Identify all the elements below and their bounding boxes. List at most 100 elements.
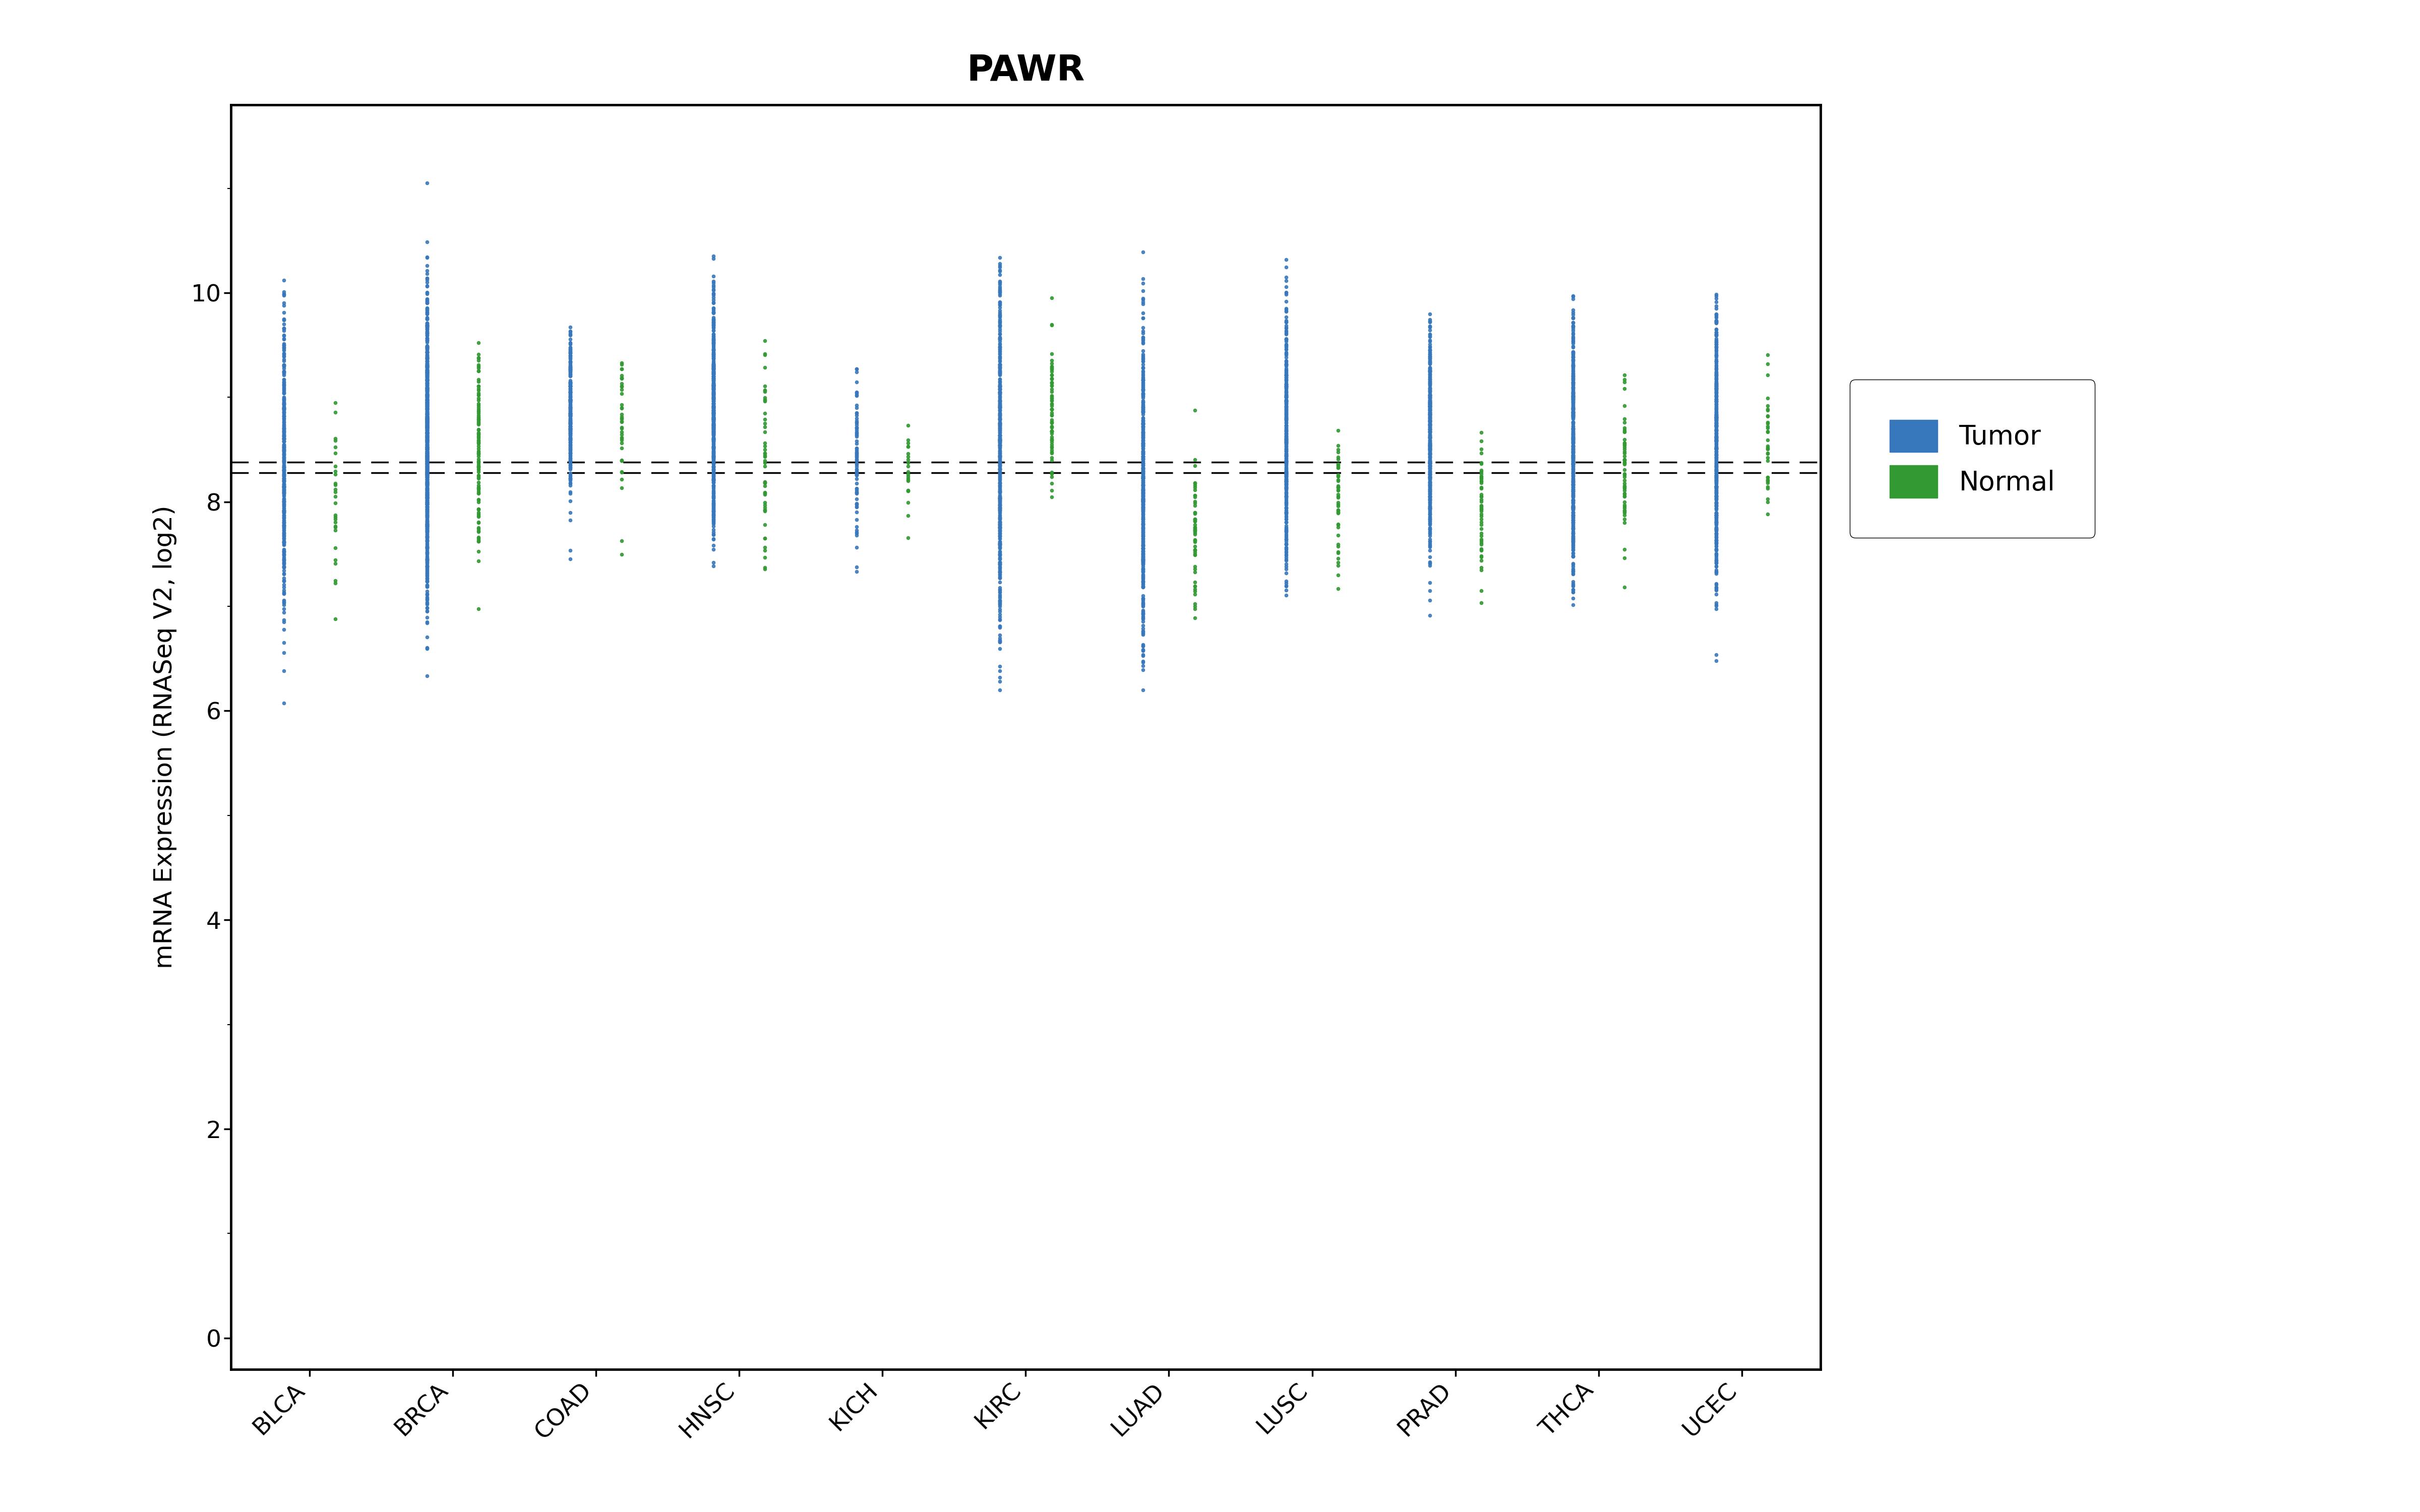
- Point: [1268, 375, 1307, 399]
- Point: [407, 357, 445, 381]
- Point: [407, 460, 445, 484]
- Point: [695, 399, 733, 423]
- Point: [980, 499, 1019, 523]
- Point: [1411, 393, 1450, 417]
- Point: [837, 396, 876, 420]
- Point: [1268, 464, 1307, 488]
- Point: [407, 513, 445, 537]
- Point: [264, 396, 302, 420]
- Point: [552, 429, 590, 454]
- Point: [1268, 337, 1307, 361]
- Point: [1411, 399, 1450, 423]
- Point: [1123, 460, 1162, 484]
- Point: [1031, 286, 1070, 310]
- Point: [264, 454, 302, 478]
- Point: [1696, 318, 1735, 342]
- Point: [695, 416, 733, 440]
- Point: [1123, 488, 1162, 513]
- Point: [1696, 496, 1735, 520]
- Point: [1176, 538, 1215, 562]
- Point: [1319, 475, 1358, 499]
- Point: [1268, 407, 1307, 431]
- Point: [407, 529, 445, 553]
- Point: [407, 408, 445, 432]
- Point: [407, 454, 445, 478]
- Point: [1696, 381, 1735, 405]
- Point: [695, 401, 733, 425]
- Point: [695, 422, 733, 446]
- Point: [695, 420, 733, 445]
- Point: [1268, 361, 1307, 386]
- Point: [1747, 416, 1786, 440]
- Point: [1123, 529, 1162, 553]
- Point: [1268, 500, 1307, 525]
- Point: [552, 336, 590, 360]
- Point: [1554, 537, 1592, 561]
- Point: [264, 283, 302, 307]
- Point: [264, 445, 302, 469]
- Point: [1696, 366, 1735, 390]
- Point: [1696, 532, 1735, 556]
- Point: [695, 299, 733, 324]
- Point: [980, 457, 1019, 481]
- Point: [407, 519, 445, 543]
- Point: [552, 402, 590, 426]
- Point: [1411, 390, 1450, 414]
- Point: [1696, 399, 1735, 423]
- Point: [980, 380, 1019, 404]
- Point: [407, 420, 445, 445]
- Point: [695, 437, 733, 461]
- Point: [603, 402, 641, 426]
- Point: [1554, 461, 1592, 485]
- Point: [264, 511, 302, 535]
- Point: [695, 499, 733, 523]
- Point: [552, 357, 590, 381]
- Point: [1604, 448, 1643, 472]
- Point: [1696, 419, 1735, 443]
- Point: [980, 380, 1019, 404]
- Point: [552, 355, 590, 380]
- Point: [1696, 390, 1735, 414]
- Point: [264, 410, 302, 434]
- Point: [1411, 417, 1450, 442]
- Point: [264, 507, 302, 531]
- Point: [1123, 420, 1162, 445]
- Point: [1123, 493, 1162, 517]
- Point: [552, 383, 590, 407]
- Point: [264, 531, 302, 555]
- Point: [1696, 416, 1735, 440]
- Point: [1696, 410, 1735, 434]
- Point: [1268, 472, 1307, 496]
- Point: [1268, 376, 1307, 401]
- Point: [1696, 330, 1735, 354]
- Point: [1604, 575, 1643, 599]
- Point: [1696, 484, 1735, 508]
- Point: [837, 410, 876, 434]
- Point: [407, 510, 445, 534]
- Point: [1123, 448, 1162, 472]
- Point: [1554, 387, 1592, 411]
- Point: [980, 336, 1019, 360]
- Point: [407, 420, 445, 445]
- Point: [1411, 339, 1450, 363]
- Point: [552, 443, 590, 467]
- Point: [407, 266, 445, 290]
- Point: [695, 499, 733, 523]
- Point: [407, 537, 445, 561]
- Point: [1604, 473, 1643, 497]
- Point: [1696, 531, 1735, 555]
- Point: [1411, 454, 1450, 478]
- Point: [1696, 438, 1735, 463]
- Point: [407, 384, 445, 408]
- Point: [552, 420, 590, 445]
- Point: [264, 345, 302, 369]
- Point: [980, 443, 1019, 467]
- Point: [1411, 437, 1450, 461]
- Point: [1411, 493, 1450, 517]
- Point: [1268, 528, 1307, 552]
- Point: [1462, 437, 1500, 461]
- Point: [1696, 389, 1735, 413]
- Point: [1554, 378, 1592, 402]
- Point: [1123, 452, 1162, 476]
- Point: [980, 411, 1019, 435]
